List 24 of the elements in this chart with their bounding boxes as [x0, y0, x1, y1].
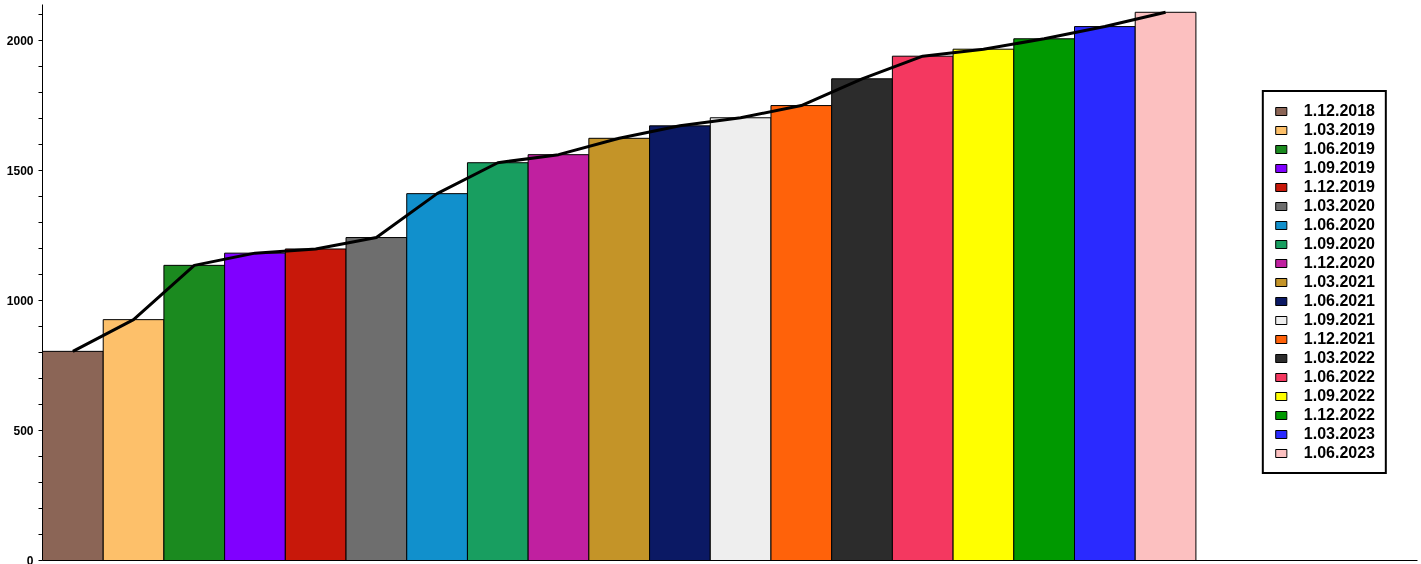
legend-label: 1.03.2021	[1303, 273, 1375, 291]
legend-label: 1.03.2023	[1303, 425, 1375, 443]
y-tick-label: 500	[13, 424, 34, 439]
legend-label: 1.06.2023	[1303, 444, 1375, 462]
legend-label: 1.06.2021	[1303, 292, 1375, 310]
y-tick-label: 2000	[6, 34, 34, 49]
legend-label: 1.12.2019	[1303, 178, 1375, 196]
y-tick-label: 0	[26, 553, 34, 564]
legend-label: 1.12.2021	[1303, 330, 1375, 348]
legend-label: 1.12.2018	[1303, 102, 1375, 120]
legend-label: 1.09.2022	[1303, 387, 1375, 405]
legend-label: 1.06.2022	[1303, 368, 1375, 386]
legend-label: 1.03.2020	[1303, 197, 1375, 215]
legend-label: 1.12.2022	[1303, 406, 1375, 424]
legend-label: 1.09.2019	[1303, 159, 1375, 177]
y-tick-label: 1500	[6, 164, 34, 179]
legend-label: 1.03.2022	[1303, 349, 1375, 367]
legend-label: 1.09.2020	[1303, 235, 1375, 253]
legend-label: 1.09.2021	[1303, 311, 1375, 329]
legend-label: 1.12.2020	[1303, 254, 1375, 272]
legend-label: 1.03.2019	[1303, 121, 1375, 139]
y-tick-label: 1000	[6, 294, 34, 309]
legend-label: 1.06.2020	[1303, 216, 1375, 234]
legend-label: 1.06.2019	[1303, 140, 1375, 158]
